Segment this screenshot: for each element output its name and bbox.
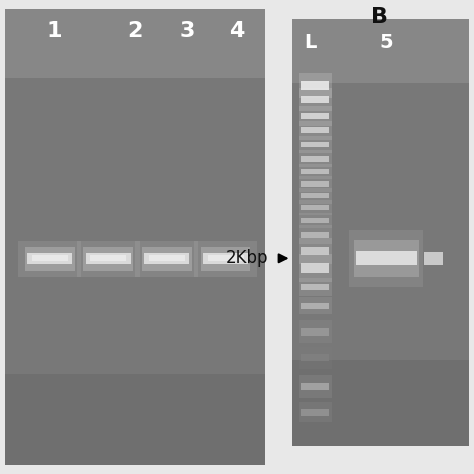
Bar [18,241,82,277]
Bar [299,278,332,296]
Bar [299,297,332,314]
Bar [299,188,332,204]
Bar [5,9,265,465]
Bar [301,205,329,210]
Bar [301,409,329,416]
Text: L: L [304,33,317,52]
Bar [77,241,139,277]
Bar [301,355,329,362]
Bar [301,383,329,390]
Bar [301,128,329,134]
Bar [90,255,126,262]
Bar [301,328,329,336]
Bar [299,136,332,153]
Bar [349,230,423,287]
Bar [301,182,329,187]
Bar [299,176,332,192]
Bar [301,113,329,119]
Bar [301,142,329,147]
Text: 2Kbp: 2Kbp [225,249,268,267]
Text: 1: 1 [47,21,62,41]
Bar [203,253,248,264]
Bar [292,19,469,83]
Bar [301,283,329,290]
Bar [299,212,332,228]
Bar [299,402,332,422]
Text: 5: 5 [380,33,393,52]
Bar [299,121,332,140]
Text: 2: 2 [128,21,143,41]
Bar [299,164,332,180]
Bar [299,226,332,244]
Bar [142,247,191,271]
Text: 3: 3 [180,21,195,41]
Bar [356,251,417,265]
Bar [301,81,329,90]
Bar [299,254,332,282]
Bar [299,88,332,111]
Bar [299,150,332,167]
Bar [85,253,130,264]
Bar [208,255,244,262]
Bar [299,106,332,126]
Bar [27,253,72,264]
Bar [301,193,329,198]
Bar [299,200,332,215]
Bar [301,303,329,309]
Bar [424,252,443,265]
Bar [83,247,133,271]
Bar [292,360,469,446]
Bar [299,238,332,264]
Bar [301,156,329,162]
Bar [301,169,329,174]
Bar [32,255,68,262]
Bar [149,255,185,262]
Bar [144,253,189,264]
Bar [5,374,265,465]
Bar [299,73,332,98]
Bar [301,96,329,103]
Bar [299,347,332,369]
Bar [201,247,250,271]
Bar [301,247,329,255]
Bar [25,247,74,271]
Bar [299,320,332,343]
Bar [136,241,198,277]
Bar [5,9,265,78]
Text: B: B [371,7,388,27]
Bar [354,240,419,277]
Bar [194,241,257,277]
Bar [292,19,469,446]
Bar [299,375,332,398]
Text: 4: 4 [229,21,245,41]
Bar [301,218,329,223]
Bar [301,232,329,238]
Bar [301,263,329,273]
